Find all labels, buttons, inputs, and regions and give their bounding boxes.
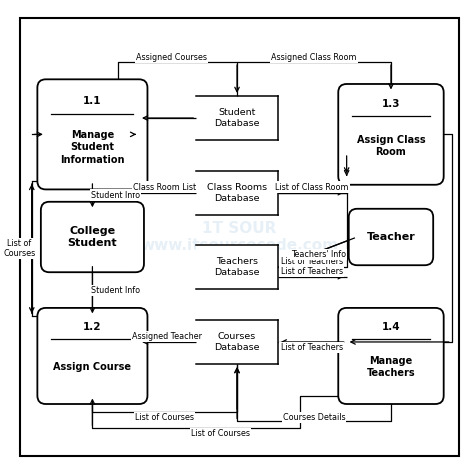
Text: Courses
Database: Courses Database bbox=[214, 332, 260, 352]
Text: List of Teachers: List of Teachers bbox=[281, 257, 343, 266]
Polygon shape bbox=[196, 96, 278, 140]
FancyBboxPatch shape bbox=[37, 79, 147, 190]
Text: Courses Details: Courses Details bbox=[283, 413, 346, 422]
FancyBboxPatch shape bbox=[37, 308, 147, 404]
FancyBboxPatch shape bbox=[338, 308, 444, 404]
Polygon shape bbox=[196, 171, 278, 215]
Text: Assigned Teacher: Assigned Teacher bbox=[132, 332, 202, 341]
FancyBboxPatch shape bbox=[41, 202, 144, 272]
Text: List of Courses: List of Courses bbox=[191, 429, 250, 438]
Text: Assign Class
Room: Assign Class Room bbox=[356, 135, 425, 157]
Text: 1.4: 1.4 bbox=[382, 322, 400, 332]
Text: Student Info: Student Info bbox=[91, 286, 140, 295]
FancyBboxPatch shape bbox=[349, 209, 433, 265]
Text: 1.2: 1.2 bbox=[83, 322, 101, 332]
Text: 1.1: 1.1 bbox=[83, 96, 101, 106]
Text: List of Teachers: List of Teachers bbox=[281, 343, 343, 352]
Text: College
Student: College Student bbox=[68, 226, 117, 248]
Text: Assign Course: Assign Course bbox=[54, 362, 131, 372]
Text: Student Info: Student Info bbox=[91, 191, 140, 200]
Text: List of Teachers: List of Teachers bbox=[281, 266, 343, 275]
Text: List of
Courses: List of Courses bbox=[3, 239, 35, 258]
Text: Assigned Courses: Assigned Courses bbox=[136, 53, 207, 62]
Text: 1.3: 1.3 bbox=[382, 99, 400, 109]
Text: Student
Database: Student Database bbox=[214, 108, 260, 128]
Text: Manage
Student
Information: Manage Student Information bbox=[60, 130, 125, 165]
Text: List of Class Room: List of Class Room bbox=[275, 182, 348, 191]
Text: 1T SOUR
www.itsourcecode.com: 1T SOUR www.itsourcecode.com bbox=[140, 221, 338, 253]
Text: Assigned Class Room: Assigned Class Room bbox=[271, 53, 357, 62]
Text: Teachers' Info: Teachers' Info bbox=[291, 250, 346, 259]
Text: Teachers
Database: Teachers Database bbox=[214, 257, 260, 277]
Polygon shape bbox=[196, 245, 278, 290]
FancyBboxPatch shape bbox=[338, 84, 444, 185]
Text: Manage
Teachers: Manage Teachers bbox=[367, 356, 415, 378]
Text: Class Rooms
Database: Class Rooms Database bbox=[207, 182, 267, 203]
Text: Teacher: Teacher bbox=[366, 232, 415, 242]
Text: List of Courses: List of Courses bbox=[135, 413, 194, 422]
Text: Class Room List: Class Room List bbox=[133, 182, 196, 191]
Polygon shape bbox=[196, 320, 278, 364]
FancyBboxPatch shape bbox=[20, 18, 459, 456]
